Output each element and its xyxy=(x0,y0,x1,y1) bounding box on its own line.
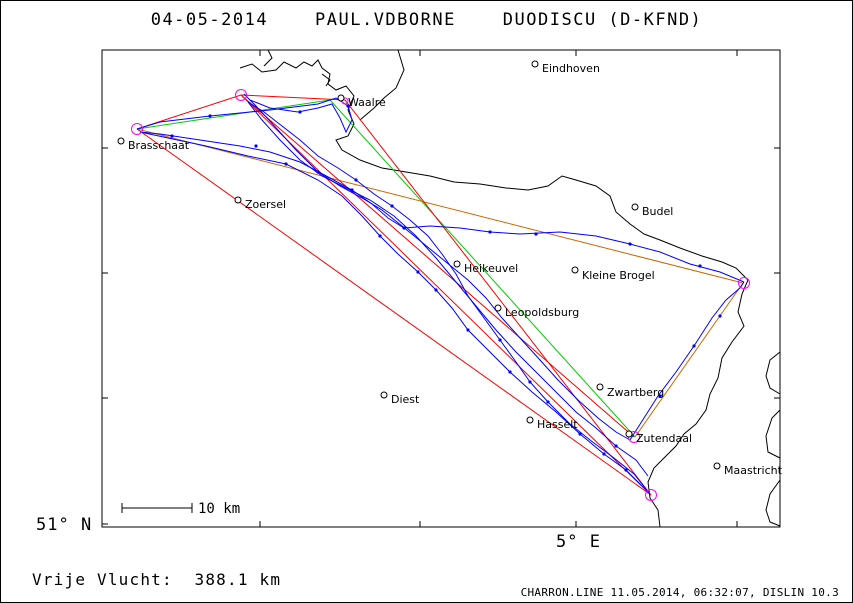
city-label: Eindhoven xyxy=(542,62,600,75)
task-leg-orange-2 xyxy=(634,282,744,438)
task-leg-orange xyxy=(136,128,744,284)
track-fixes xyxy=(170,104,722,472)
scale-bar: 10 km xyxy=(121,501,240,517)
city-leopoldsburg: Leopoldsburg xyxy=(494,304,579,319)
city-zwartberg: Zwartberg xyxy=(596,383,664,399)
task-leg-green-2 xyxy=(329,99,636,438)
task-lines xyxy=(136,94,744,496)
city-heikeuvel: Heikeuvel xyxy=(453,260,518,275)
task-leg-red-4 xyxy=(136,94,652,496)
distance-caption: Vrije Vlucht: xyxy=(32,570,173,589)
scale-bar-label: 10 km xyxy=(198,501,240,517)
city-label: Diest xyxy=(391,393,420,406)
city-zoersel: Zoersel xyxy=(234,196,286,211)
city-label: Leopoldsburg xyxy=(505,306,579,319)
country-border xyxy=(239,49,781,528)
city-label: Waalre xyxy=(348,96,386,109)
turnpoint-6 xyxy=(645,489,657,501)
city-markers: Eindhoven Waalre Brasschaat Zoersel Bude… xyxy=(117,60,783,477)
turnpoint-4 xyxy=(738,277,750,289)
city-label: Maastricht xyxy=(724,464,783,477)
city-brasschaat: Brasschaat xyxy=(117,137,190,152)
task-leg-red-2 xyxy=(240,94,635,438)
flight-date: 04-05-2014 xyxy=(150,10,269,30)
latitude-label: 51° N xyxy=(36,515,93,535)
longitude-label: 5° E xyxy=(556,532,601,552)
glider-id: DUODISCU (D-KFND) xyxy=(502,10,703,30)
city-label: Budel xyxy=(642,205,673,218)
city-zutendaal: Zutendaal xyxy=(625,430,692,445)
city-eindhoven: Eindhoven xyxy=(531,60,600,75)
city-hasselt: Hasselt xyxy=(526,416,578,431)
credit-line: CHARRON.LINE 11.05.2014, 06:32:07, DISLI… xyxy=(520,586,839,599)
turnpoint-2 xyxy=(235,89,247,101)
city-label: Heikeuvel xyxy=(464,262,518,275)
distance-summary: Vrije Vlucht: 388.1 km xyxy=(32,570,281,589)
task-leg-red-1 xyxy=(240,94,652,496)
city-waalre: Waalre xyxy=(337,94,386,109)
city-label: Zoersel xyxy=(245,198,286,211)
distance-value: 388.1 km xyxy=(194,570,282,589)
city-kleine-brogel: Kleine Brogel xyxy=(571,266,655,282)
task-leg-green xyxy=(136,99,331,130)
flight-title: 04-05-2014 PAUL.VDBORNE DUODISCU (D-KFND… xyxy=(0,10,853,30)
axis-ticks xyxy=(102,50,780,527)
city-label: Kleine Brogel xyxy=(582,269,655,282)
turnpoint-1 xyxy=(131,123,143,135)
city-label: Hasselt xyxy=(537,418,578,431)
pilot-name: PAUL.VDBORNE xyxy=(315,10,456,30)
city-maastricht: Maastricht xyxy=(713,462,783,477)
task-leg-red-3 xyxy=(136,128,652,496)
city-label: Zwartberg xyxy=(607,386,664,399)
city-label: Zutendaal xyxy=(636,432,692,445)
city-label: Brasschaat xyxy=(128,139,190,152)
city-diest: Diest xyxy=(380,391,420,406)
plot-frame xyxy=(101,49,781,528)
city-budel: Budel xyxy=(631,203,673,218)
